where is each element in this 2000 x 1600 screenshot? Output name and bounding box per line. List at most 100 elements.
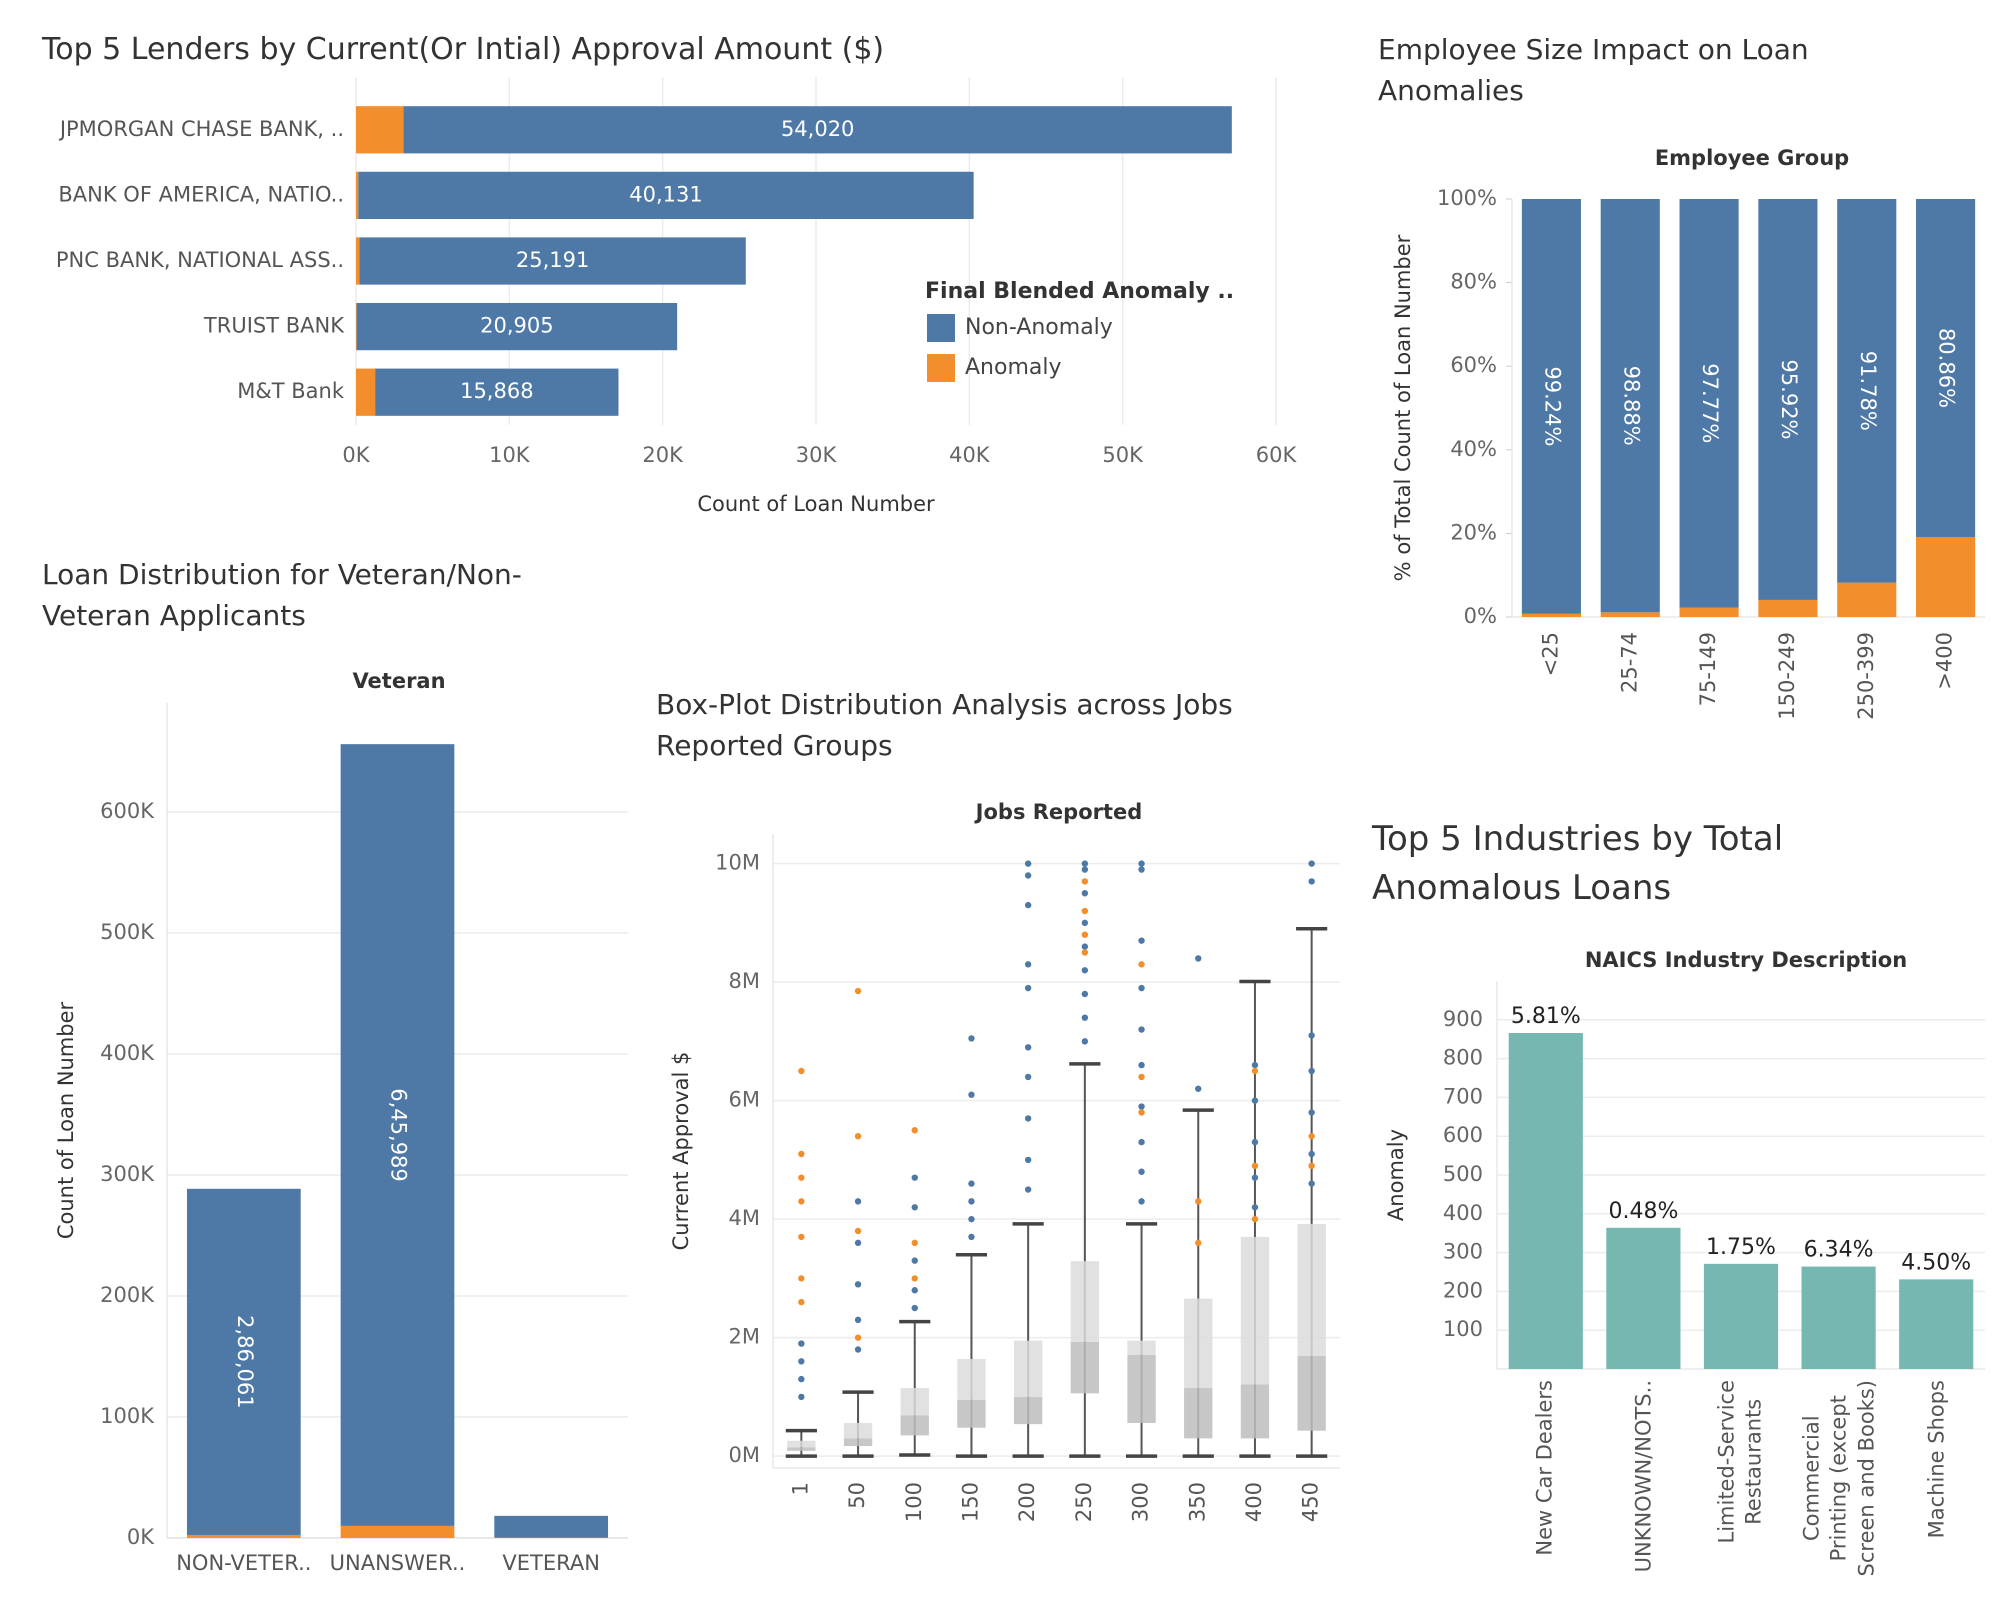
outlier-point bbox=[798, 1233, 805, 1241]
x-tick-label: 300 bbox=[1129, 1482, 1153, 1522]
outlier-point bbox=[1138, 1109, 1145, 1116]
box-upper bbox=[957, 1358, 986, 1400]
box-lower bbox=[1013, 1396, 1043, 1425]
value-label: 80.86% bbox=[1935, 328, 1959, 408]
outlier-point bbox=[1081, 866, 1089, 873]
y-tick-label: 800 bbox=[1443, 1046, 1483, 1070]
x-tick-label: Limited-Service Restaurants bbox=[1714, 1380, 1766, 1544]
value-label: 97.77% bbox=[1698, 363, 1722, 443]
y-tick-label: 8M bbox=[729, 969, 760, 993]
outlier-point bbox=[911, 1239, 918, 1247]
outlier-point bbox=[854, 1346, 862, 1353]
y-tick-label: 100% bbox=[1437, 186, 1497, 210]
x-tick-label: 50K bbox=[1102, 443, 1144, 467]
outlier-point bbox=[854, 1239, 862, 1247]
y-tick-label: 300K bbox=[100, 1162, 155, 1186]
outlier-point bbox=[1251, 1067, 1259, 1075]
box-upper bbox=[787, 1440, 816, 1448]
x-tick-label: 150-249 bbox=[1775, 632, 1799, 720]
y-axis-label: Count of Loan Number bbox=[54, 1001, 78, 1239]
bar-segment bbox=[1521, 199, 1581, 614]
y-tick-label: 400 bbox=[1443, 1201, 1483, 1225]
outlier-point bbox=[1138, 1026, 1145, 1033]
bar-segment bbox=[1508, 1032, 1583, 1369]
bar-segment bbox=[1837, 199, 1897, 583]
bar-segment bbox=[1600, 612, 1660, 617]
outlier-point bbox=[1138, 860, 1145, 867]
bar-segment bbox=[356, 106, 404, 154]
bar-segment bbox=[356, 171, 359, 220]
value-label: 20,905 bbox=[480, 314, 553, 338]
y-axis-label: % of Total Count of Loan Number bbox=[1391, 234, 1415, 581]
bar-segment bbox=[356, 302, 357, 351]
x-tick-label: 150 bbox=[958, 1482, 982, 1522]
y-tick-label: 600K bbox=[100, 799, 155, 823]
outlier-point bbox=[1138, 961, 1145, 968]
y-tick-label: 2M bbox=[729, 1325, 760, 1349]
outlier-point bbox=[1138, 937, 1145, 944]
chart-title: Top 5 Industries by Total Anomalous Loan… bbox=[1372, 819, 1784, 909]
outlier-point bbox=[1251, 1097, 1259, 1104]
box-lower bbox=[787, 1447, 816, 1451]
rate-label: 4.50% bbox=[1901, 1250, 1971, 1275]
rate-label: 0.48% bbox=[1608, 1199, 1678, 1224]
y-tick-label: M&T Bank bbox=[237, 379, 345, 403]
box-lower bbox=[1240, 1384, 1270, 1439]
y-tick-label: 900 bbox=[1443, 1007, 1483, 1031]
x-tick-label: 30K bbox=[796, 443, 838, 467]
outlier-point bbox=[854, 1132, 862, 1140]
x-tick-label: 450 bbox=[1299, 1482, 1323, 1522]
bar-segment bbox=[356, 237, 360, 285]
outlier-point bbox=[1024, 860, 1032, 867]
bar-segment bbox=[1600, 199, 1660, 613]
bar-segment bbox=[1899, 1279, 1974, 1369]
outlier-point bbox=[1308, 860, 1315, 867]
box-upper bbox=[1013, 1340, 1043, 1397]
y-tick-label: 300 bbox=[1443, 1240, 1483, 1264]
box-lower bbox=[1127, 1354, 1156, 1423]
y-tick-label: 400K bbox=[100, 1041, 155, 1065]
bar-segment bbox=[1758, 599, 1818, 617]
outlier-point bbox=[1251, 1138, 1259, 1146]
outlier-point bbox=[911, 1127, 918, 1134]
y-tick-label: 0M bbox=[729, 1443, 760, 1467]
outlier-point bbox=[1024, 1186, 1032, 1193]
outlier-point bbox=[1138, 1073, 1145, 1081]
value-label: 95.92% bbox=[1777, 359, 1801, 439]
bar-segment bbox=[358, 171, 974, 220]
y-tick-label: PNC BANK, NATIONAL ASS.. bbox=[56, 248, 344, 272]
y-tick-label: 700 bbox=[1443, 1084, 1483, 1108]
outlier-point bbox=[1081, 1038, 1089, 1045]
outlier-point bbox=[1081, 878, 1089, 885]
bar-segment bbox=[375, 368, 619, 416]
outlier-point bbox=[1308, 1067, 1315, 1075]
chart-title: Box-Plot Distribution Analysis across Jo… bbox=[656, 688, 1233, 762]
chart-title: Loan Distribution for Veteran/Non-Vetera… bbox=[42, 558, 522, 632]
x-tick-label: 250 bbox=[1072, 1482, 1096, 1522]
outlier-point bbox=[1251, 1204, 1259, 1211]
outlier-point bbox=[1138, 866, 1145, 873]
box-lower bbox=[900, 1415, 929, 1436]
x-tick-label: VETERAN bbox=[502, 1551, 600, 1575]
y-tick-label: TRUIST BANK bbox=[203, 314, 345, 338]
box-upper bbox=[1184, 1298, 1213, 1389]
outlier-point bbox=[968, 1233, 975, 1241]
box-upper bbox=[1127, 1340, 1156, 1355]
x-tick-label: 10K bbox=[489, 443, 531, 467]
bar-segment bbox=[186, 1188, 301, 1535]
outlier-point bbox=[911, 1257, 918, 1264]
outlier-point bbox=[1024, 872, 1032, 879]
outlier-point bbox=[798, 1298, 805, 1306]
outlier-point bbox=[1081, 860, 1089, 867]
x-tick-label: 350 bbox=[1185, 1482, 1209, 1522]
bar-segment bbox=[340, 1525, 455, 1538]
outlier-point bbox=[854, 1316, 862, 1324]
outlier-point bbox=[1081, 1014, 1089, 1021]
outlier-point bbox=[911, 1275, 918, 1282]
x-tick-label: Machine Shops bbox=[1924, 1380, 1949, 1539]
outlier-point bbox=[968, 1215, 975, 1223]
y-tick-label: 500 bbox=[1443, 1162, 1483, 1186]
outlier-point bbox=[968, 1198, 975, 1205]
